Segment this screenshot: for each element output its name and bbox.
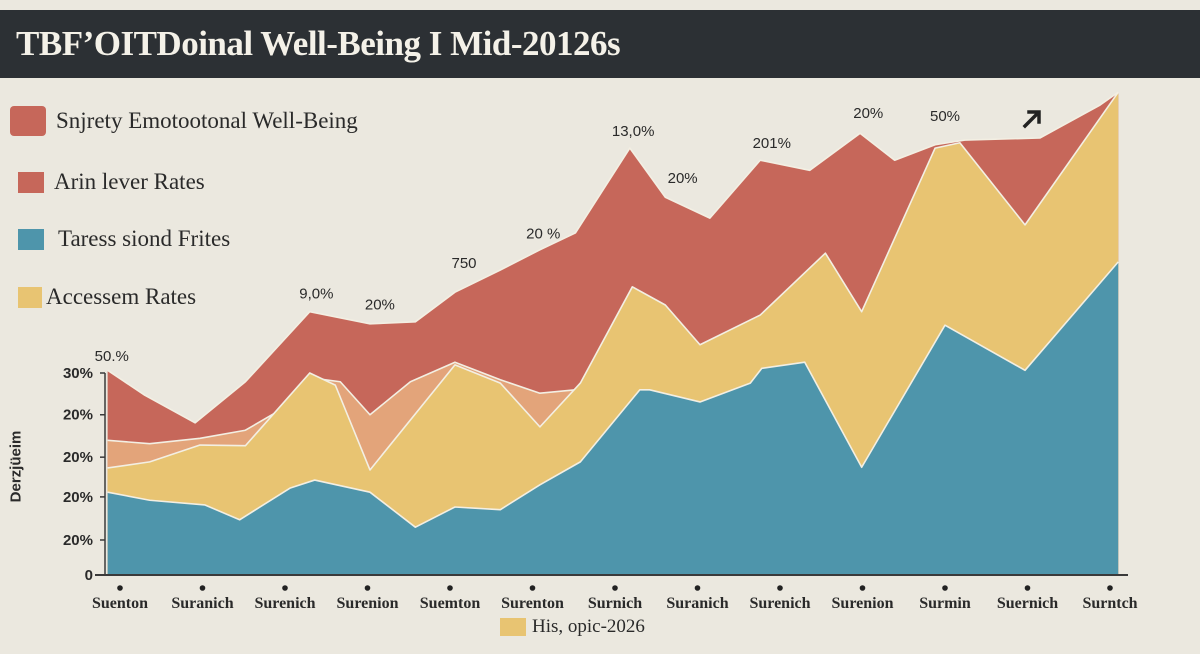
x-tick-label: Surenton: [501, 595, 564, 612]
x-tick-dot: [942, 585, 948, 591]
data-label: 13,0%: [612, 123, 655, 140]
data-label: 20%: [853, 105, 883, 122]
arrow-icon-path: [1022, 110, 1041, 129]
legend-label: Arin lever Rates: [54, 169, 205, 194]
legend-item-1: Arin lever Rates: [18, 169, 205, 195]
legend-label: Taress siond Frites: [58, 226, 231, 251]
data-label: 750: [452, 255, 477, 272]
legend-label: Snjrety Emotootonal Well-Being: [56, 108, 358, 133]
x-tick-label: Surenich: [749, 595, 810, 612]
x-tick-label: Surenich: [254, 595, 315, 612]
x-tick-dot: [1024, 585, 1031, 591]
x-tick-label: Surmin: [919, 595, 971, 612]
x-tick-dot: [364, 585, 371, 591]
data-label: 20%: [668, 170, 698, 187]
data-label: 50.%: [95, 348, 129, 365]
x-tick-dot: [612, 585, 618, 591]
area-series-3: [107, 261, 1119, 575]
x-tick-label: Suranich: [171, 595, 233, 612]
x-tick-dot: [447, 585, 453, 591]
x-tick-dot: [1107, 585, 1113, 591]
y-tick-label: 20%: [63, 532, 93, 549]
legend-label: Accessem Rates: [46, 284, 197, 309]
x-tick-label: Suranich: [666, 595, 728, 612]
data-label: 201%: [753, 135, 791, 152]
x-tick-dot: [529, 585, 536, 591]
legend-label: His, opic-2026: [532, 616, 645, 637]
legend-swatch: [18, 171, 44, 193]
y-tick-label: 20%: [63, 407, 93, 424]
area-series-outline-1: [107, 361, 581, 445]
data-label: 50%: [930, 108, 960, 125]
legend-item-0: Snjrety Emotootonal Well-Being: [10, 106, 358, 136]
y-tick-label: 20%: [63, 449, 93, 466]
x-tick-dot: [777, 585, 783, 591]
y-tick-label: 30%: [63, 365, 93, 382]
y-tick-label: 20%: [63, 489, 93, 506]
data-label: 20%: [365, 297, 395, 314]
x-tick-dot: [282, 585, 288, 591]
area-series-2: [107, 92, 1119, 575]
area-series-outline-3: [107, 261, 1119, 528]
legend-swatch: [10, 106, 46, 136]
legend-swatch: [18, 286, 42, 308]
chart-title: TBF’OITDoinal Well-Being I Mid-20126s: [16, 24, 621, 63]
x-tick-label: Surntch: [1082, 595, 1137, 612]
x-tick-dot: [694, 585, 701, 591]
legend-swatch: [18, 228, 44, 250]
x-tick-label: Surenion: [337, 595, 399, 612]
x-tick-label: Surenion: [832, 595, 894, 612]
x-tick-label: Suenton: [92, 595, 148, 612]
x-tick-dot: [117, 585, 123, 591]
data-label: 20 %: [526, 225, 560, 242]
legend-item-2: Taress siond Frites: [18, 226, 230, 252]
title-bar: TBF’OITDoinal Well-Being I Mid-20126s: [0, 10, 1200, 78]
x-tick-dot: [859, 585, 866, 591]
x-tick-label: Surnich: [588, 595, 642, 612]
y-tick-label: 0: [85, 567, 93, 584]
x-tick-dot: [199, 585, 206, 591]
arrow-up-right-icon: [1022, 110, 1041, 129]
y-axis-label: Derzjüeim: [7, 430, 25, 503]
bottom-legend: His, opic-2026: [500, 616, 645, 638]
area-series-outline-2: [107, 91, 1119, 471]
legend-item-3: Accessem Rates: [18, 284, 196, 310]
legend-swatch: [500, 618, 526, 636]
x-tick-label: Suemton: [420, 595, 481, 612]
data-label: 9,0%: [299, 285, 333, 302]
area-series-outline-0: [107, 91, 1119, 424]
x-tick-label: Suernich: [997, 595, 1058, 612]
